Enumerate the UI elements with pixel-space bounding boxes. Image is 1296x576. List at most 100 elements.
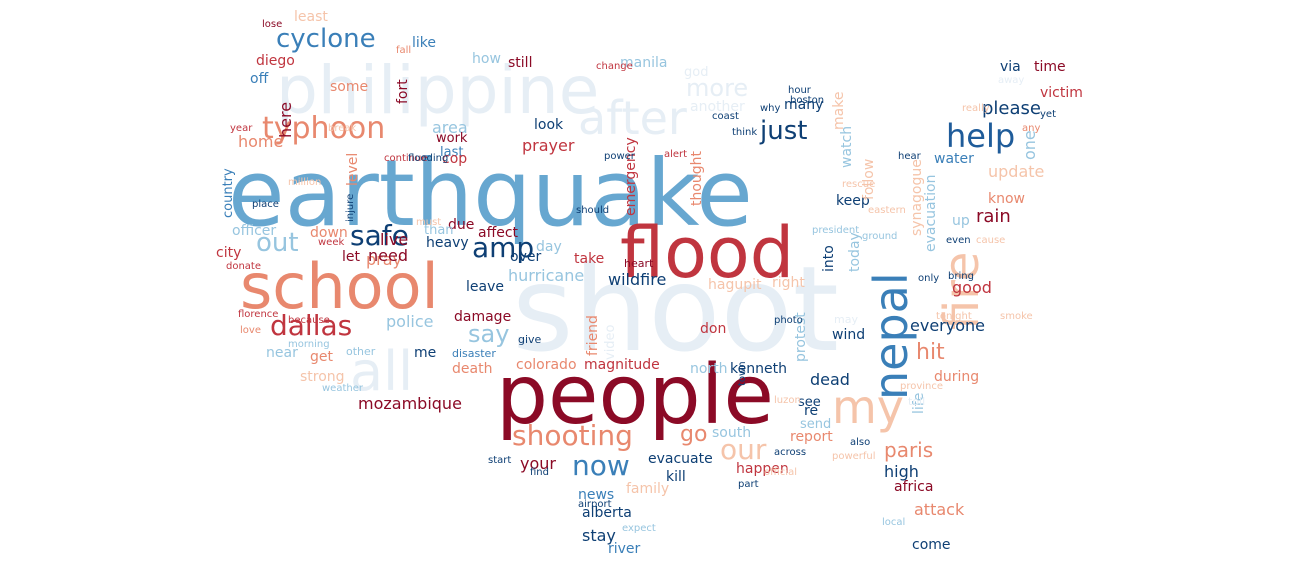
- cloud-word-149: morning: [288, 339, 330, 350]
- cloud-word-178: part: [738, 479, 759, 490]
- cloud-word-14: safe: [350, 219, 409, 252]
- cloud-word-24: go: [680, 422, 708, 447]
- cloud-word-170: eastern: [868, 205, 906, 216]
- cloud-word-110: evacuation: [923, 174, 939, 252]
- cloud-word-41: pray: [366, 250, 403, 269]
- cloud-word-70: river: [608, 541, 641, 557]
- cloud-word-131: disaster: [452, 347, 496, 360]
- cloud-word-124: god: [684, 65, 709, 80]
- cloud-word-84: some: [330, 79, 369, 95]
- cloud-word-31: hurricane: [508, 266, 585, 285]
- cloud-word-125: cop: [442, 151, 468, 167]
- cloud-word-57: report: [790, 429, 833, 445]
- cloud-word-5: school: [240, 250, 439, 323]
- cloud-word-137: smoke: [1000, 311, 1033, 322]
- cloud-word-95: officer: [232, 223, 277, 239]
- cloud-word-166: luzon: [774, 395, 801, 406]
- cloud-word-3: philippine: [276, 52, 600, 129]
- cloud-word-71: come: [912, 537, 951, 553]
- cloud-word-47: leave: [466, 279, 504, 295]
- cloud-word-134: across: [774, 447, 807, 458]
- cloud-word-143: also: [850, 437, 871, 448]
- cloud-word-142: cause: [976, 235, 1006, 246]
- cloud-word-112: get: [310, 349, 333, 365]
- cloud-word-12: typhoon: [262, 111, 386, 146]
- cloud-word-78: into: [821, 245, 837, 272]
- cloud-word-8: after: [578, 91, 687, 145]
- cloud-word-67: family: [626, 481, 670, 497]
- cloud-word-87: like: [412, 35, 437, 51]
- cloud-word-29: one: [1020, 130, 1039, 160]
- cloud-word-53: kenneth: [730, 361, 787, 377]
- cloud-word-81: look: [534, 117, 564, 133]
- cloud-word-132: other: [346, 345, 376, 358]
- cloud-word-33: police: [386, 312, 434, 331]
- cloud-word-72: good: [952, 278, 992, 297]
- cloud-word-48: damage: [454, 309, 512, 325]
- cloud-word-145: donate: [226, 261, 262, 272]
- cloud-word-82: still: [508, 55, 533, 71]
- cloud-word-26: paris: [884, 438, 934, 462]
- cloud-word-140: bring: [948, 271, 974, 282]
- cloud-word-187: fall: [396, 45, 412, 56]
- cloud-word-186: coast: [712, 111, 739, 122]
- cloud-word-162: flooding: [408, 153, 449, 164]
- cloud-word-185: should: [576, 205, 610, 216]
- cloud-word-16: amp: [472, 231, 535, 264]
- cloud-word-173: really: [962, 103, 990, 114]
- cloud-word-128: toll: [908, 395, 926, 408]
- cloud-word-58: south: [712, 425, 752, 441]
- cloud-word-159: continue: [384, 153, 428, 164]
- cloud-word-152: million: [288, 177, 322, 188]
- cloud-word-96: down: [310, 225, 348, 241]
- cloud-word-175: any: [1022, 123, 1041, 134]
- cloud-word-13: dallas: [270, 309, 353, 342]
- cloud-word-75: water: [934, 151, 974, 167]
- cloud-word-66: news: [578, 487, 615, 503]
- cloud-word-23: say: [468, 320, 510, 348]
- cloud-word-17: now: [572, 449, 630, 482]
- cloud-word-9: all: [350, 340, 414, 403]
- cloud-word-103: emergency: [623, 137, 639, 216]
- cloud-word-182: president: [812, 225, 860, 236]
- cloud-word-106: right: [772, 275, 805, 291]
- cloud-word-65: your: [520, 454, 556, 473]
- cloud-word-4: flood: [620, 212, 795, 294]
- cloud-word-60: kill: [666, 469, 686, 485]
- cloud-word-169: ground: [862, 231, 898, 242]
- cloud-word-92: time: [1034, 59, 1066, 75]
- cloud-word-138: tonight: [936, 311, 972, 322]
- cloud-word-34: mozambique: [358, 394, 462, 413]
- cloud-word-168: rescue: [842, 179, 876, 190]
- cloud-word-115: me: [414, 345, 437, 361]
- cloud-word-90: fort: [395, 79, 411, 104]
- cloud-word-165: must: [416, 217, 442, 228]
- cloud-word-118: re: [804, 403, 819, 419]
- cloud-word-133: heart: [624, 257, 654, 270]
- cloud-word-180: airport: [578, 499, 612, 510]
- cloud-word-153: power: [604, 151, 635, 162]
- cloud-word-93: victim: [1040, 85, 1083, 101]
- cloud-word-45: day: [536, 239, 562, 255]
- cloud-word-129: may: [834, 313, 858, 326]
- cloud-word-85: diego: [256, 53, 295, 69]
- cloud-word-163: break: [328, 123, 357, 134]
- cloud-word-111: up: [952, 213, 970, 229]
- cloud-word-37: home: [238, 132, 284, 151]
- cloud-word-104: thought: [689, 150, 705, 206]
- cloud-word-161: alert: [664, 149, 688, 160]
- cloud-word-44: heavy: [426, 235, 469, 251]
- cloud-word-80: many: [784, 97, 824, 113]
- cloud-word-154: think: [732, 127, 758, 138]
- cloud-word-100: due: [448, 217, 475, 233]
- cloud-word-22: out: [256, 228, 299, 258]
- cloud-word-51: colorado: [516, 357, 577, 373]
- cloud-word-155: why: [760, 103, 781, 114]
- cloud-word-172: away: [998, 75, 1025, 86]
- cloud-word-88: how: [472, 51, 501, 67]
- cloud-word-83: manila: [620, 55, 668, 71]
- cloud-word-156: hour: [788, 85, 811, 96]
- cloud-word-69: stay: [582, 526, 616, 545]
- cloud-word-64: attack: [914, 500, 965, 519]
